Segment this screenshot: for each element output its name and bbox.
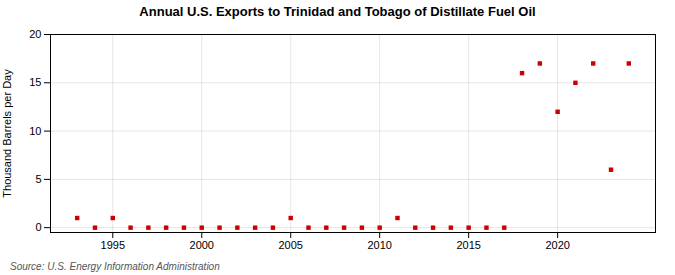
svg-text:1995: 1995 [101, 239, 125, 251]
svg-text:2010: 2010 [367, 239, 391, 251]
svg-text:2015: 2015 [456, 239, 480, 251]
svg-text:Thousand Barrels per Day: Thousand Barrels per Day [1, 69, 13, 198]
svg-text:2000: 2000 [190, 239, 214, 251]
svg-text:15: 15 [29, 76, 41, 88]
svg-text:5: 5 [35, 173, 41, 185]
svg-text:2005: 2005 [278, 239, 302, 251]
html-text:Source: U.S. Energy Informatio: Source: U.S. Energy Information Administ… [10, 261, 220, 272]
svg-text:0: 0 [35, 221, 41, 233]
svg-text:20: 20 [29, 28, 41, 40]
svg-text:2020: 2020 [545, 239, 569, 251]
html-text:Annual U.S. Exports to Trinida: Annual U.S. Exports to Trinidad and Toba… [139, 4, 536, 19]
svg-text:10: 10 [29, 125, 41, 137]
